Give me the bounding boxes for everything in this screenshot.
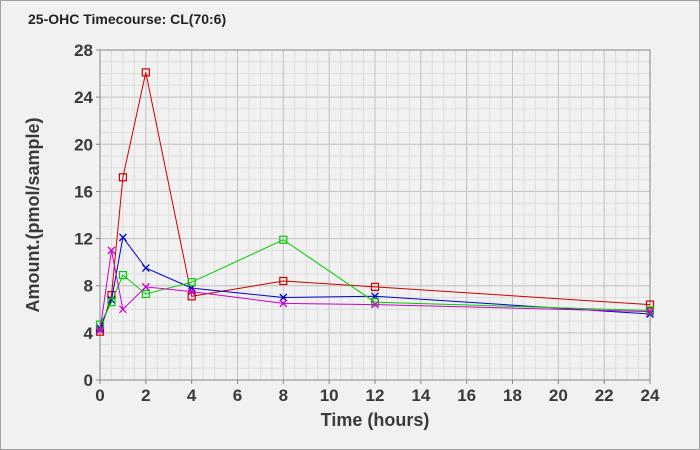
series-line bbox=[99, 239, 651, 325]
x-tick-label: 20 bbox=[549, 386, 568, 405]
y-tick-label: 12 bbox=[74, 230, 93, 249]
x-tick-label: 12 bbox=[366, 386, 385, 405]
data-point bbox=[107, 298, 116, 307]
y-tick-label: 8 bbox=[84, 277, 93, 296]
y-axis-label: Amount.(pmol/sample) bbox=[23, 117, 43, 312]
x-tick-label: 0 bbox=[95, 386, 104, 405]
series-4 bbox=[96, 246, 654, 335]
x-axis-label: Time (hours) bbox=[321, 410, 430, 430]
y-tick-label: 16 bbox=[74, 182, 93, 201]
series-2 bbox=[96, 233, 654, 333]
data-point bbox=[187, 278, 196, 287]
data-point bbox=[107, 246, 116, 255]
data-point bbox=[118, 271, 128, 280]
data-point bbox=[187, 287, 196, 296]
x-tick-label: 14 bbox=[411, 386, 430, 405]
y-tick-label: 24 bbox=[74, 88, 93, 107]
data-point bbox=[645, 306, 655, 315]
data-point bbox=[141, 264, 150, 272]
series-line bbox=[99, 236, 651, 329]
x-tick-label: 2 bbox=[141, 386, 150, 405]
data-point bbox=[279, 235, 288, 244]
y-tick-label: 0 bbox=[84, 371, 93, 390]
axis-ticks bbox=[96, 49, 651, 384]
data-point bbox=[141, 289, 150, 299]
data-point bbox=[370, 298, 380, 307]
data-point bbox=[187, 292, 196, 301]
x-tick-label: 8 bbox=[279, 386, 288, 405]
series-line bbox=[99, 250, 651, 331]
x-tick-label: 22 bbox=[595, 386, 614, 405]
x-tick-label: 18 bbox=[503, 386, 522, 405]
data-point bbox=[279, 293, 288, 302]
x-tick-label: 6 bbox=[233, 386, 242, 405]
x-tick-label: 4 bbox=[187, 386, 197, 405]
series-layer bbox=[95, 68, 655, 336]
data-point bbox=[646, 307, 654, 316]
y-tick-label: 4 bbox=[84, 324, 94, 343]
y-tick-label: 28 bbox=[74, 41, 93, 60]
data-point bbox=[371, 300, 379, 309]
series-3 bbox=[95, 235, 655, 329]
y-tick-label: 20 bbox=[74, 135, 93, 154]
data-point bbox=[118, 233, 127, 242]
data-point bbox=[118, 173, 128, 182]
x-tick-label: 16 bbox=[457, 386, 476, 405]
data-point bbox=[96, 326, 104, 335]
data-point bbox=[370, 282, 380, 291]
data-point bbox=[279, 276, 288, 286]
data-point bbox=[118, 305, 127, 314]
data-point bbox=[141, 68, 150, 77]
series-line bbox=[99, 72, 651, 332]
data-point bbox=[645, 300, 655, 309]
data-point bbox=[141, 282, 150, 291]
chart-title: 25-OHC Timecourse: CL(70:6) bbox=[28, 11, 227, 27]
data-point bbox=[279, 299, 288, 308]
x-tick-label: 10 bbox=[320, 386, 339, 405]
x-tick-label: 24 bbox=[641, 386, 660, 405]
